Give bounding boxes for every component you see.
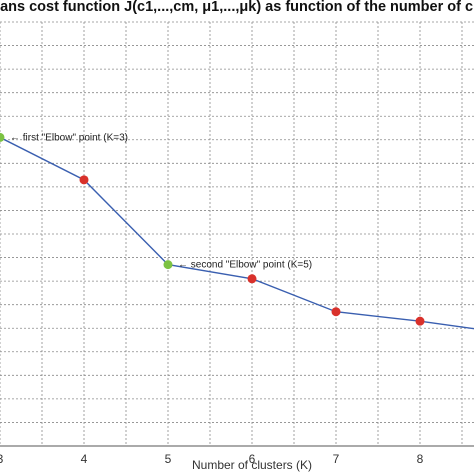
- chart-title: eans cost function J(c1,...,cm, μ1,...,μ…: [0, 0, 474, 15]
- series-line: [0, 136, 474, 330]
- annotation-label: ← second "Elbow" point (K=5): [178, 260, 312, 271]
- x-tick-label: 5: [165, 452, 172, 466]
- annotation-label: ← first "Elbow" point (K=3): [10, 132, 128, 143]
- data-point: [79, 175, 89, 185]
- x-tick-label: 8: [417, 452, 424, 466]
- x-tick-label: 6: [249, 452, 256, 466]
- data-point: [247, 274, 257, 284]
- data-point: [0, 132, 5, 142]
- x-tick-label: 4: [81, 452, 88, 466]
- x-tick-labels: 3 4 5 6 7 8: [0, 452, 424, 466]
- data-point: [331, 307, 341, 317]
- x-tick-label: 3: [0, 452, 4, 466]
- annotations: ← first "Elbow" point (K=3) ← second "Elb…: [10, 132, 312, 270]
- x-axis-label: Number of clusters (K): [192, 458, 312, 472]
- grid: [0, 21, 474, 446]
- data-point: [163, 260, 173, 270]
- data-point: [415, 316, 425, 326]
- x-tick-label: 7: [333, 452, 340, 466]
- data-points: [0, 132, 425, 326]
